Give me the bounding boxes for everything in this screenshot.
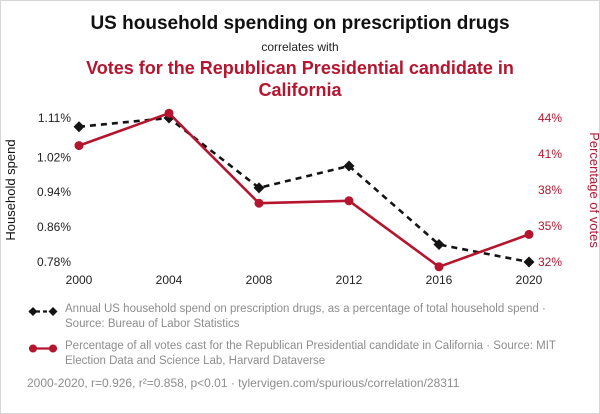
svg-text:2008: 2008 [246, 273, 273, 287]
svg-text:1.11%: 1.11% [38, 111, 71, 125]
page-title: US household spending on prescription dr… [90, 13, 510, 34]
circle-marker [524, 229, 534, 239]
svg-text:41%: 41% [538, 147, 562, 161]
svg-text:0.86%: 0.86% [37, 220, 71, 234]
svg-text:2020: 2020 [516, 273, 543, 287]
svg-text:2004: 2004 [156, 273, 183, 287]
svg-text:38%: 38% [538, 183, 562, 197]
series-line-0 [78, 116, 530, 264]
svg-text:2016: 2016 [426, 273, 453, 287]
circle-marker [164, 108, 174, 118]
correlates-with-label: correlates with [261, 40, 339, 54]
svg-text:1.02%: 1.02% [37, 150, 71, 164]
legend: Annual US household spend on prescriptio… [27, 302, 573, 370]
black-dashed-line-icon [28, 306, 58, 316]
legend-item-republican-votes: Percentage of all votes cast for the Rep… [27, 339, 573, 370]
right-axis-title: Percentage of votes [587, 132, 600, 248]
svg-text:32%: 32% [538, 255, 562, 269]
series-line-1 [78, 111, 530, 269]
stats-footer: 2000-2020, r=0.926, r²=0.858, p<0.01 · t… [27, 375, 460, 390]
legend-label: Annual US household spend on prescriptio… [65, 302, 546, 331]
chart-plot: 1.11% 1.02% 0.94% 0.86% 0.78% 44% 41% 38% 35% 32%… [37, 108, 562, 287]
svg-text:2012: 2012 [336, 273, 363, 287]
circle-marker [254, 198, 264, 208]
circle-marker [344, 196, 354, 206]
chart-svg: Household spend Percentage of votes 1.11… [3, 108, 600, 287]
circle-marker [434, 262, 444, 272]
diamond-marker [523, 256, 535, 268]
diamond-marker [253, 182, 265, 194]
secondary-title: Votes for the Republican Presidential ca… [86, 58, 514, 100]
legend-item-household-spend: Annual US household spend on prescriptio… [27, 302, 573, 333]
svg-text:35%: 35% [538, 219, 562, 233]
diamond-marker [73, 121, 85, 133]
svg-text:2000: 2000 [66, 273, 93, 287]
left-axis-title: Household spend [3, 139, 18, 240]
svg-text:44%: 44% [538, 111, 562, 125]
diamond-marker [433, 238, 445, 250]
svg-text:0.94%: 0.94% [37, 185, 71, 199]
svg-text:0.78%: 0.78% [37, 255, 71, 269]
red-line-icon [29, 344, 57, 353]
diamond-marker [343, 160, 355, 172]
circle-marker [74, 141, 84, 151]
legend-label: Percentage of all votes cast for the Rep… [65, 339, 556, 368]
